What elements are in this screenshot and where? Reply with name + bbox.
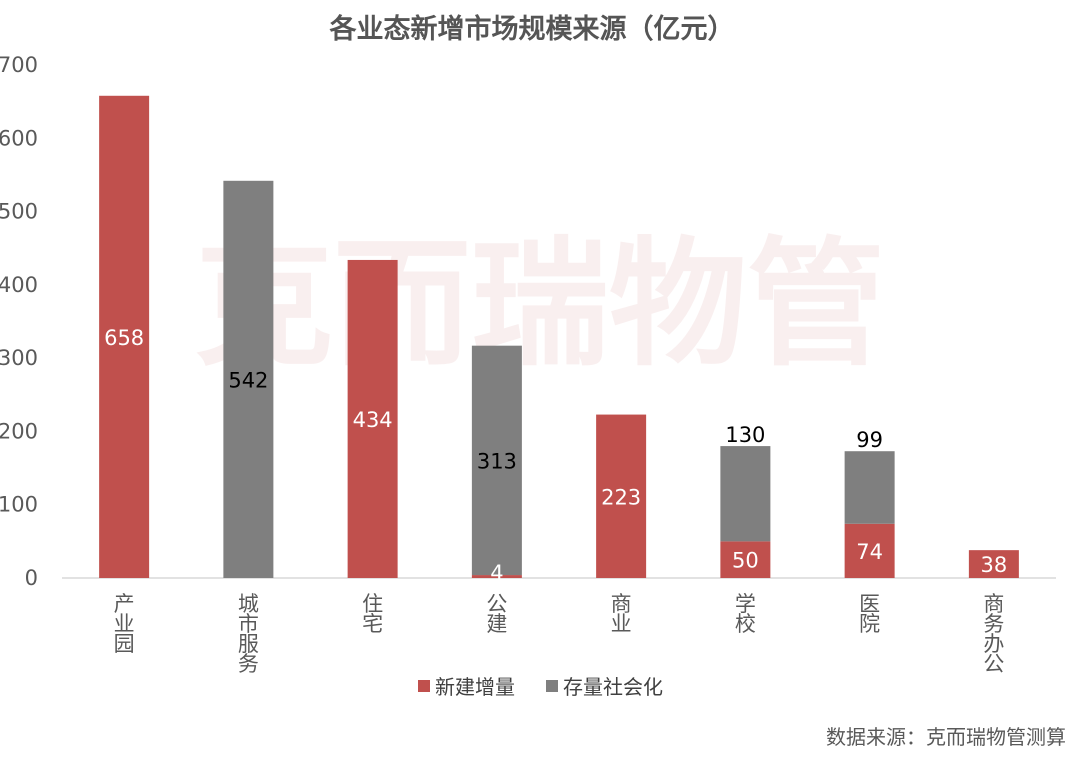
legend-label: 存量社会化 [563,675,663,699]
category-label: 公建 [486,592,507,636]
category-label: 产业园 [114,592,135,656]
legend-swatch [546,680,558,692]
watermark: 克而瑞物管 [195,224,885,385]
legend-label: 新建增量 [435,675,515,699]
data-label: 313 [477,449,517,473]
y-tick-label: 600 [0,126,38,150]
legend: 新建增量 存量社会化 [418,675,663,699]
data-label: 4 [490,561,503,585]
bar-stock-5 [720,446,771,542]
bar-stock-6 [844,451,895,524]
bar-new-build-7 [968,550,1019,578]
bar-new-build-6 [844,523,895,578]
y-axis: 0 100 200 300 400 500 600 700 [0,53,38,590]
category-label: 城市服务 [238,592,259,676]
category-label: 学校 [735,592,756,636]
data-labels: 658 542 434 4 313 223 50 130 74 99 38 [104,326,1007,585]
data-label: 223 [601,485,641,509]
bar-new-build-2 [347,259,398,578]
data-label: 99 [856,428,883,452]
bar-new-build-4 [596,414,647,578]
data-label: 130 [725,423,765,447]
bars [99,95,1019,578]
data-label: 50 [732,549,759,573]
data-label: 542 [228,368,268,392]
y-tick-label: 500 [0,200,38,224]
category-label: 住宅 [362,592,383,636]
legend-swatch [418,680,430,692]
bar-new-build-5 [720,541,771,578]
bar-stock-3 [471,345,522,576]
category-label: 商务办公 [983,592,1004,676]
category-labels: 产业园 城市服务 住宅 公建 商业 学校 医院 商务办公 [114,592,1005,676]
y-tick-label: 0 [25,566,38,590]
y-tick-label: 100 [0,493,38,517]
data-label: 658 [104,326,144,350]
bar-new-build-3 [471,575,522,578]
category-label: 商业 [611,592,632,636]
y-tick-label: 400 [0,273,38,297]
y-tick-label: 700 [0,53,38,77]
category-label: 医院 [859,592,880,636]
data-label: 74 [856,540,883,564]
bar-stock-1 [223,180,274,578]
data-label: 434 [353,408,393,432]
bar-new-build-0 [99,95,150,578]
y-tick-label: 300 [0,346,38,370]
data-label: 38 [981,553,1008,577]
y-tick-label: 200 [0,419,38,443]
source-note: 数据来源：克而瑞物管测算 [826,725,1066,749]
chart-title: 各业态新增市场规模来源（亿元） [329,13,735,45]
